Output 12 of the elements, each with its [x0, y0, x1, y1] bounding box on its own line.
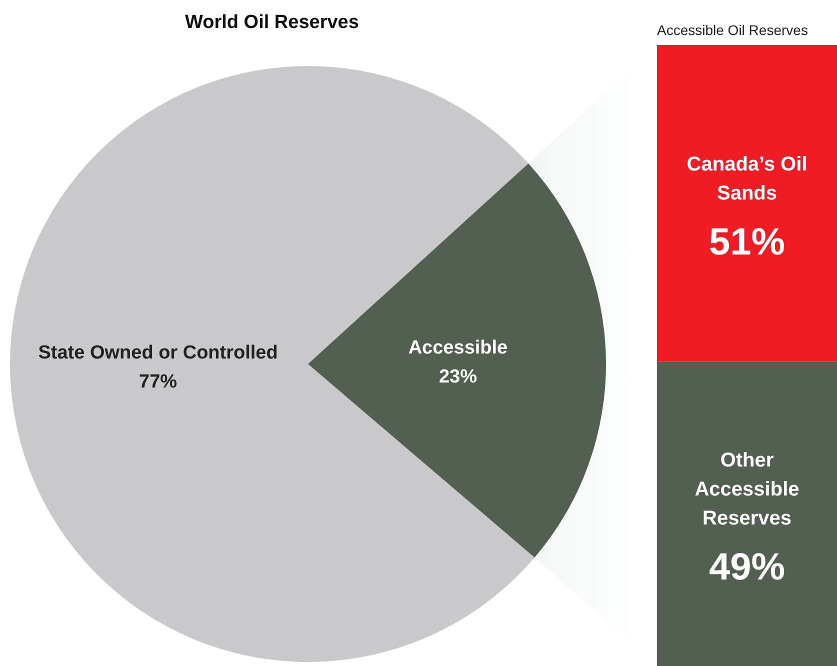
data-label: 49% [708, 546, 786, 588]
chart-title: World Oil Reserves [185, 12, 359, 33]
series-label: Canada’s Oil Sands [686, 153, 808, 204]
data-label: 51% [708, 221, 786, 264]
data-label: 77% [139, 371, 178, 392]
chart-title: Accessible Oil Reserves [657, 22, 808, 38]
series-label: Other Accessible Reserves [694, 449, 800, 530]
slice-label: State Owned or Controlled [38, 342, 278, 364]
pie-slice [308, 163, 606, 558]
data-label: 23% [438, 366, 478, 388]
slice-label: Accessible [408, 338, 508, 359]
pie-slice [10, 66, 535, 662]
